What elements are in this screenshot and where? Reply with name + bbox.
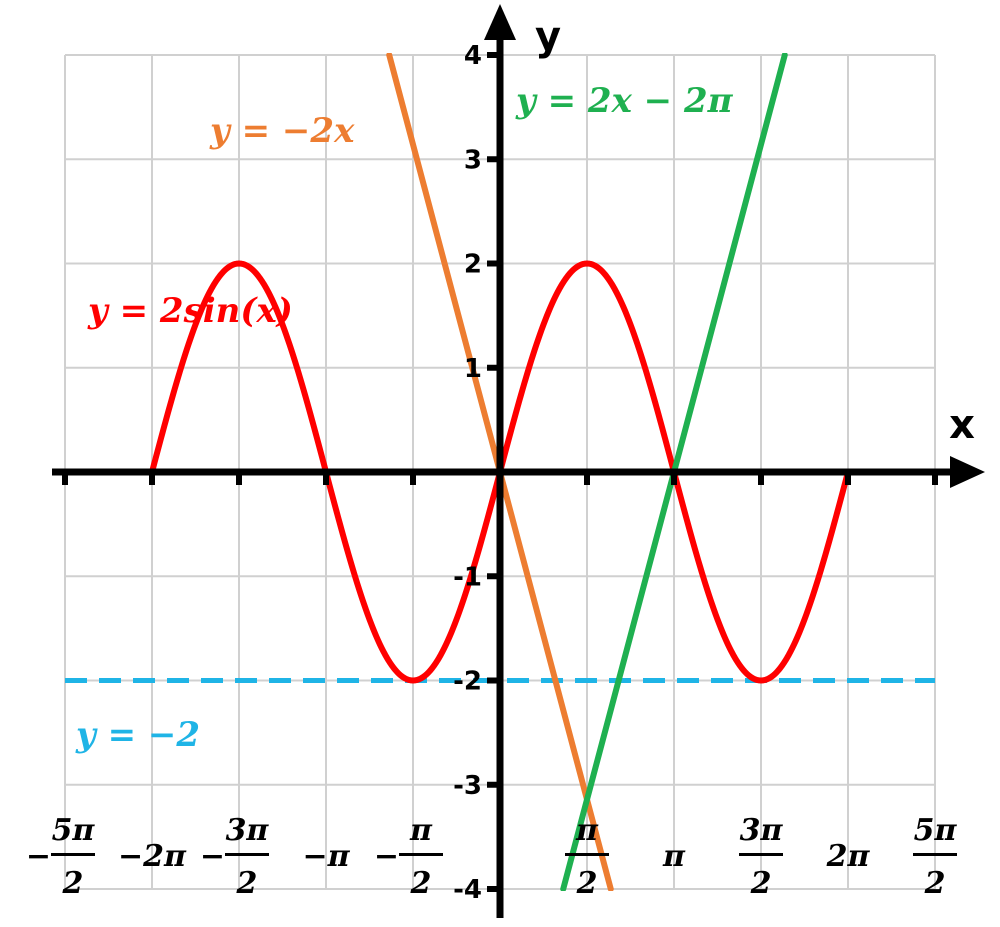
y-tick-label: 4 bbox=[464, 41, 482, 71]
x-tick-label: −3π 2 bbox=[200, 813, 270, 901]
x-tick-mark bbox=[62, 475, 68, 485]
y-tick-mark bbox=[487, 886, 497, 892]
x-tick-mark bbox=[758, 475, 764, 485]
y-tick-label: 2 bbox=[464, 250, 482, 280]
x-tick-fraction-bar bbox=[398, 853, 443, 856]
y-tick-mark bbox=[487, 364, 497, 371]
x-tick-label: −π 2 bbox=[374, 813, 443, 901]
y-tick-label: 3 bbox=[464, 145, 482, 175]
x-tick-numerator: 5π bbox=[914, 813, 958, 848]
x-tick-mark bbox=[671, 475, 677, 485]
x-tick-denominator: 2 bbox=[62, 866, 84, 901]
x-tick-denominator: 2 bbox=[410, 866, 432, 901]
x-tick-mark bbox=[410, 475, 416, 485]
y-axis-arrow bbox=[484, 4, 516, 40]
y-tick-mark bbox=[487, 52, 497, 58]
y-tick-label: -4 bbox=[453, 875, 482, 905]
x-tick-text: π bbox=[662, 839, 686, 874]
y-tick-mark bbox=[487, 573, 497, 580]
x-tick-mark bbox=[584, 475, 590, 485]
x-tick-label: −2π bbox=[118, 839, 187, 874]
x-tick-mark bbox=[323, 475, 329, 485]
x-tick-label: π bbox=[662, 839, 686, 874]
y-tick-mark bbox=[487, 260, 497, 267]
x-tick-label: −π bbox=[302, 839, 350, 874]
y-tick-mark bbox=[487, 781, 497, 788]
x-axis-arrow bbox=[950, 456, 985, 488]
x-tick-label: 2π bbox=[826, 839, 871, 874]
x-tick-denominator: 2 bbox=[236, 866, 258, 901]
label-dashed-line: y = −2 bbox=[75, 715, 200, 755]
x-tick-numerator: 3π bbox=[740, 813, 784, 848]
x-tick-mark bbox=[149, 475, 155, 485]
x-tick-denominator: 2 bbox=[924, 866, 946, 901]
y-tick-mark bbox=[487, 677, 497, 684]
y-tick-label: -1 bbox=[453, 562, 482, 592]
x-tick-label: 5π 2 bbox=[913, 813, 957, 901]
x-tick-numerator: π bbox=[575, 813, 599, 848]
x-tick-text: −2π bbox=[118, 839, 187, 874]
x-tick-mark bbox=[236, 475, 242, 485]
x-tick-denominator: 2 bbox=[576, 866, 598, 901]
y-tick-label: 1 bbox=[464, 354, 482, 384]
x-tick-label: −5π 2 bbox=[26, 813, 96, 901]
x-tick-mark bbox=[845, 475, 851, 485]
x-tick-mark bbox=[932, 475, 938, 485]
y-tick-label: -3 bbox=[453, 771, 482, 801]
x-tick-fraction-bar bbox=[565, 853, 610, 856]
axes bbox=[52, 4, 985, 918]
y-tick-mark bbox=[487, 156, 497, 163]
x-tick-text: −π bbox=[302, 839, 350, 874]
x-tick-denominator: 2 bbox=[750, 866, 772, 901]
y-axis-label: y bbox=[535, 14, 561, 60]
x-tick-sign: − bbox=[26, 839, 51, 874]
label-sine-curve: y = 2sin(x) bbox=[87, 291, 293, 331]
x-tick-label: 3π 2 bbox=[739, 813, 783, 901]
x-tick-fraction-bar bbox=[224, 853, 269, 856]
x-axis-label: x bbox=[949, 402, 975, 448]
x-tick-sign: − bbox=[374, 839, 399, 874]
label-line-neg2x: y = −2x bbox=[209, 111, 355, 151]
x-tick-label: π2 bbox=[565, 813, 610, 901]
x-tick-text: 2π bbox=[826, 839, 871, 874]
label-line-2x-minus-2pi: y = 2x − 2π bbox=[515, 81, 734, 121]
x-tick-numerator: 5π bbox=[52, 813, 96, 848]
y-tick-label: -2 bbox=[453, 667, 482, 697]
x-tick-fraction-bar bbox=[913, 853, 958, 856]
x-tick-fraction-bar bbox=[50, 853, 95, 856]
x-tick-fraction-bar bbox=[739, 853, 784, 856]
x-tick-numerator: 3π bbox=[226, 813, 270, 848]
x-tick-numerator: π bbox=[409, 813, 433, 848]
x-tick-sign: − bbox=[200, 839, 225, 874]
